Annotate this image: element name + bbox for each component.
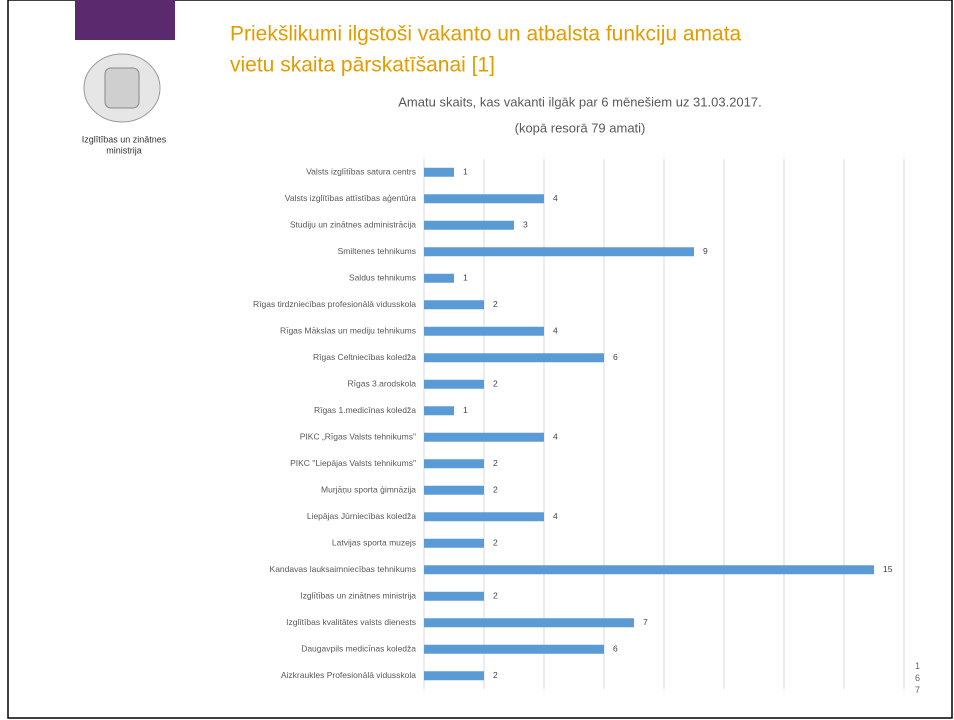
y-tick-label: Saldus tehnikums <box>349 273 416 283</box>
data-label: 1 <box>463 167 468 177</box>
logo-text: Izglītības un zinātnes <box>82 134 167 144</box>
bar <box>424 353 604 363</box>
bar <box>424 432 544 442</box>
data-label: 7 <box>643 617 648 627</box>
bar <box>424 194 544 204</box>
data-label: 2 <box>493 299 498 309</box>
y-tick-label: PIKC "Liepājas Valsts tehnikums" <box>290 458 416 468</box>
bar <box>424 538 484 548</box>
logo-text: ministrija <box>106 145 142 155</box>
data-label: 15 <box>883 564 893 574</box>
logo-band <box>75 0 175 40</box>
bar <box>424 326 544 336</box>
y-tick-label: Aizkraukles Profesionālā vidusskola <box>281 670 416 680</box>
page-number: 167 <box>915 661 921 695</box>
bar <box>424 485 484 495</box>
y-tick-label: Murjāņu sporta ģimnāzija <box>321 485 416 495</box>
bar <box>424 644 604 654</box>
bar <box>424 406 454 416</box>
y-tick-label: Valsts izglītības attīstības aģentūra <box>285 193 416 203</box>
y-tick-label: Izglītības un zinātnes ministrija <box>300 591 416 601</box>
bar <box>424 591 484 601</box>
bar <box>424 618 634 628</box>
data-label: 4 <box>553 193 558 203</box>
y-tick-label: Kandavas lauksaimniecības tehnikums <box>270 564 416 574</box>
y-tick-label: Rīgas Celtniecības koledža <box>313 352 416 362</box>
bar <box>424 671 484 681</box>
data-label: 6 <box>613 352 618 362</box>
bar <box>424 459 484 469</box>
bar <box>424 379 484 389</box>
bar <box>424 512 544 522</box>
y-tick-label: Smiltenes tehnikums <box>338 246 416 256</box>
bar <box>424 300 484 310</box>
y-tick-label: Izglītības kvalitātes valsts dienests <box>286 617 416 627</box>
data-label: 2 <box>493 538 498 548</box>
data-label: 1 <box>463 273 468 283</box>
data-label: 2 <box>493 591 498 601</box>
bar <box>424 565 874 575</box>
y-tick-label: Rīgas 1.medicīnas koledža <box>314 405 416 415</box>
bar <box>424 247 694 257</box>
data-label: 6 <box>613 644 618 654</box>
data-label: 2 <box>493 485 498 495</box>
y-tick-label: Daugavpils medicīnas koledža <box>301 644 416 654</box>
logo-emblem <box>83 53 161 123</box>
y-tick-label: Latvijas sporta muzejs <box>332 538 416 548</box>
bar <box>424 220 514 230</box>
data-label: 2 <box>493 670 498 680</box>
y-tick-label: Rīgas tirdzniecības profesionālā vidussk… <box>253 299 416 309</box>
y-tick-label: Rīgas Mākslas un mediju tehnikums <box>280 326 416 336</box>
bar <box>424 273 454 283</box>
chart-title: Amatu skaits, kas vakanti ilgāk par 6 mē… <box>398 94 761 109</box>
y-tick-label: Rīgas 3.arodskola <box>347 379 416 389</box>
data-label: 9 <box>703 246 708 256</box>
y-tick-label: Studiju un zinātnes administrācija <box>290 220 416 230</box>
y-tick-label: PIKC „Rīgas Valsts tehnikums" <box>300 432 416 442</box>
bar <box>424 167 454 177</box>
slide-border <box>7 0 953 719</box>
heading: vietu skaita pārskatīšanai [1] <box>230 54 495 77</box>
y-tick-label: Valsts izglītības satura centrs <box>306 167 416 177</box>
y-tick-label: Liepājas Jūrniecības koledža <box>307 511 416 521</box>
plot: Valsts izglītības satura centrs 1 Valsts i… <box>253 159 905 689</box>
data-label: 1 <box>463 405 468 415</box>
data-label: 2 <box>493 458 498 468</box>
data-label: 2 <box>493 379 498 389</box>
data-label: 4 <box>553 511 558 521</box>
chart-subtitle: (kopā resorā 79 amati) <box>515 120 646 135</box>
data-label: 4 <box>553 432 558 442</box>
data-label: 4 <box>553 326 558 336</box>
data-label: 3 <box>523 220 528 230</box>
heading: Priekšlikumi ilgstoši vakanto un atbalst… <box>230 23 742 46</box>
